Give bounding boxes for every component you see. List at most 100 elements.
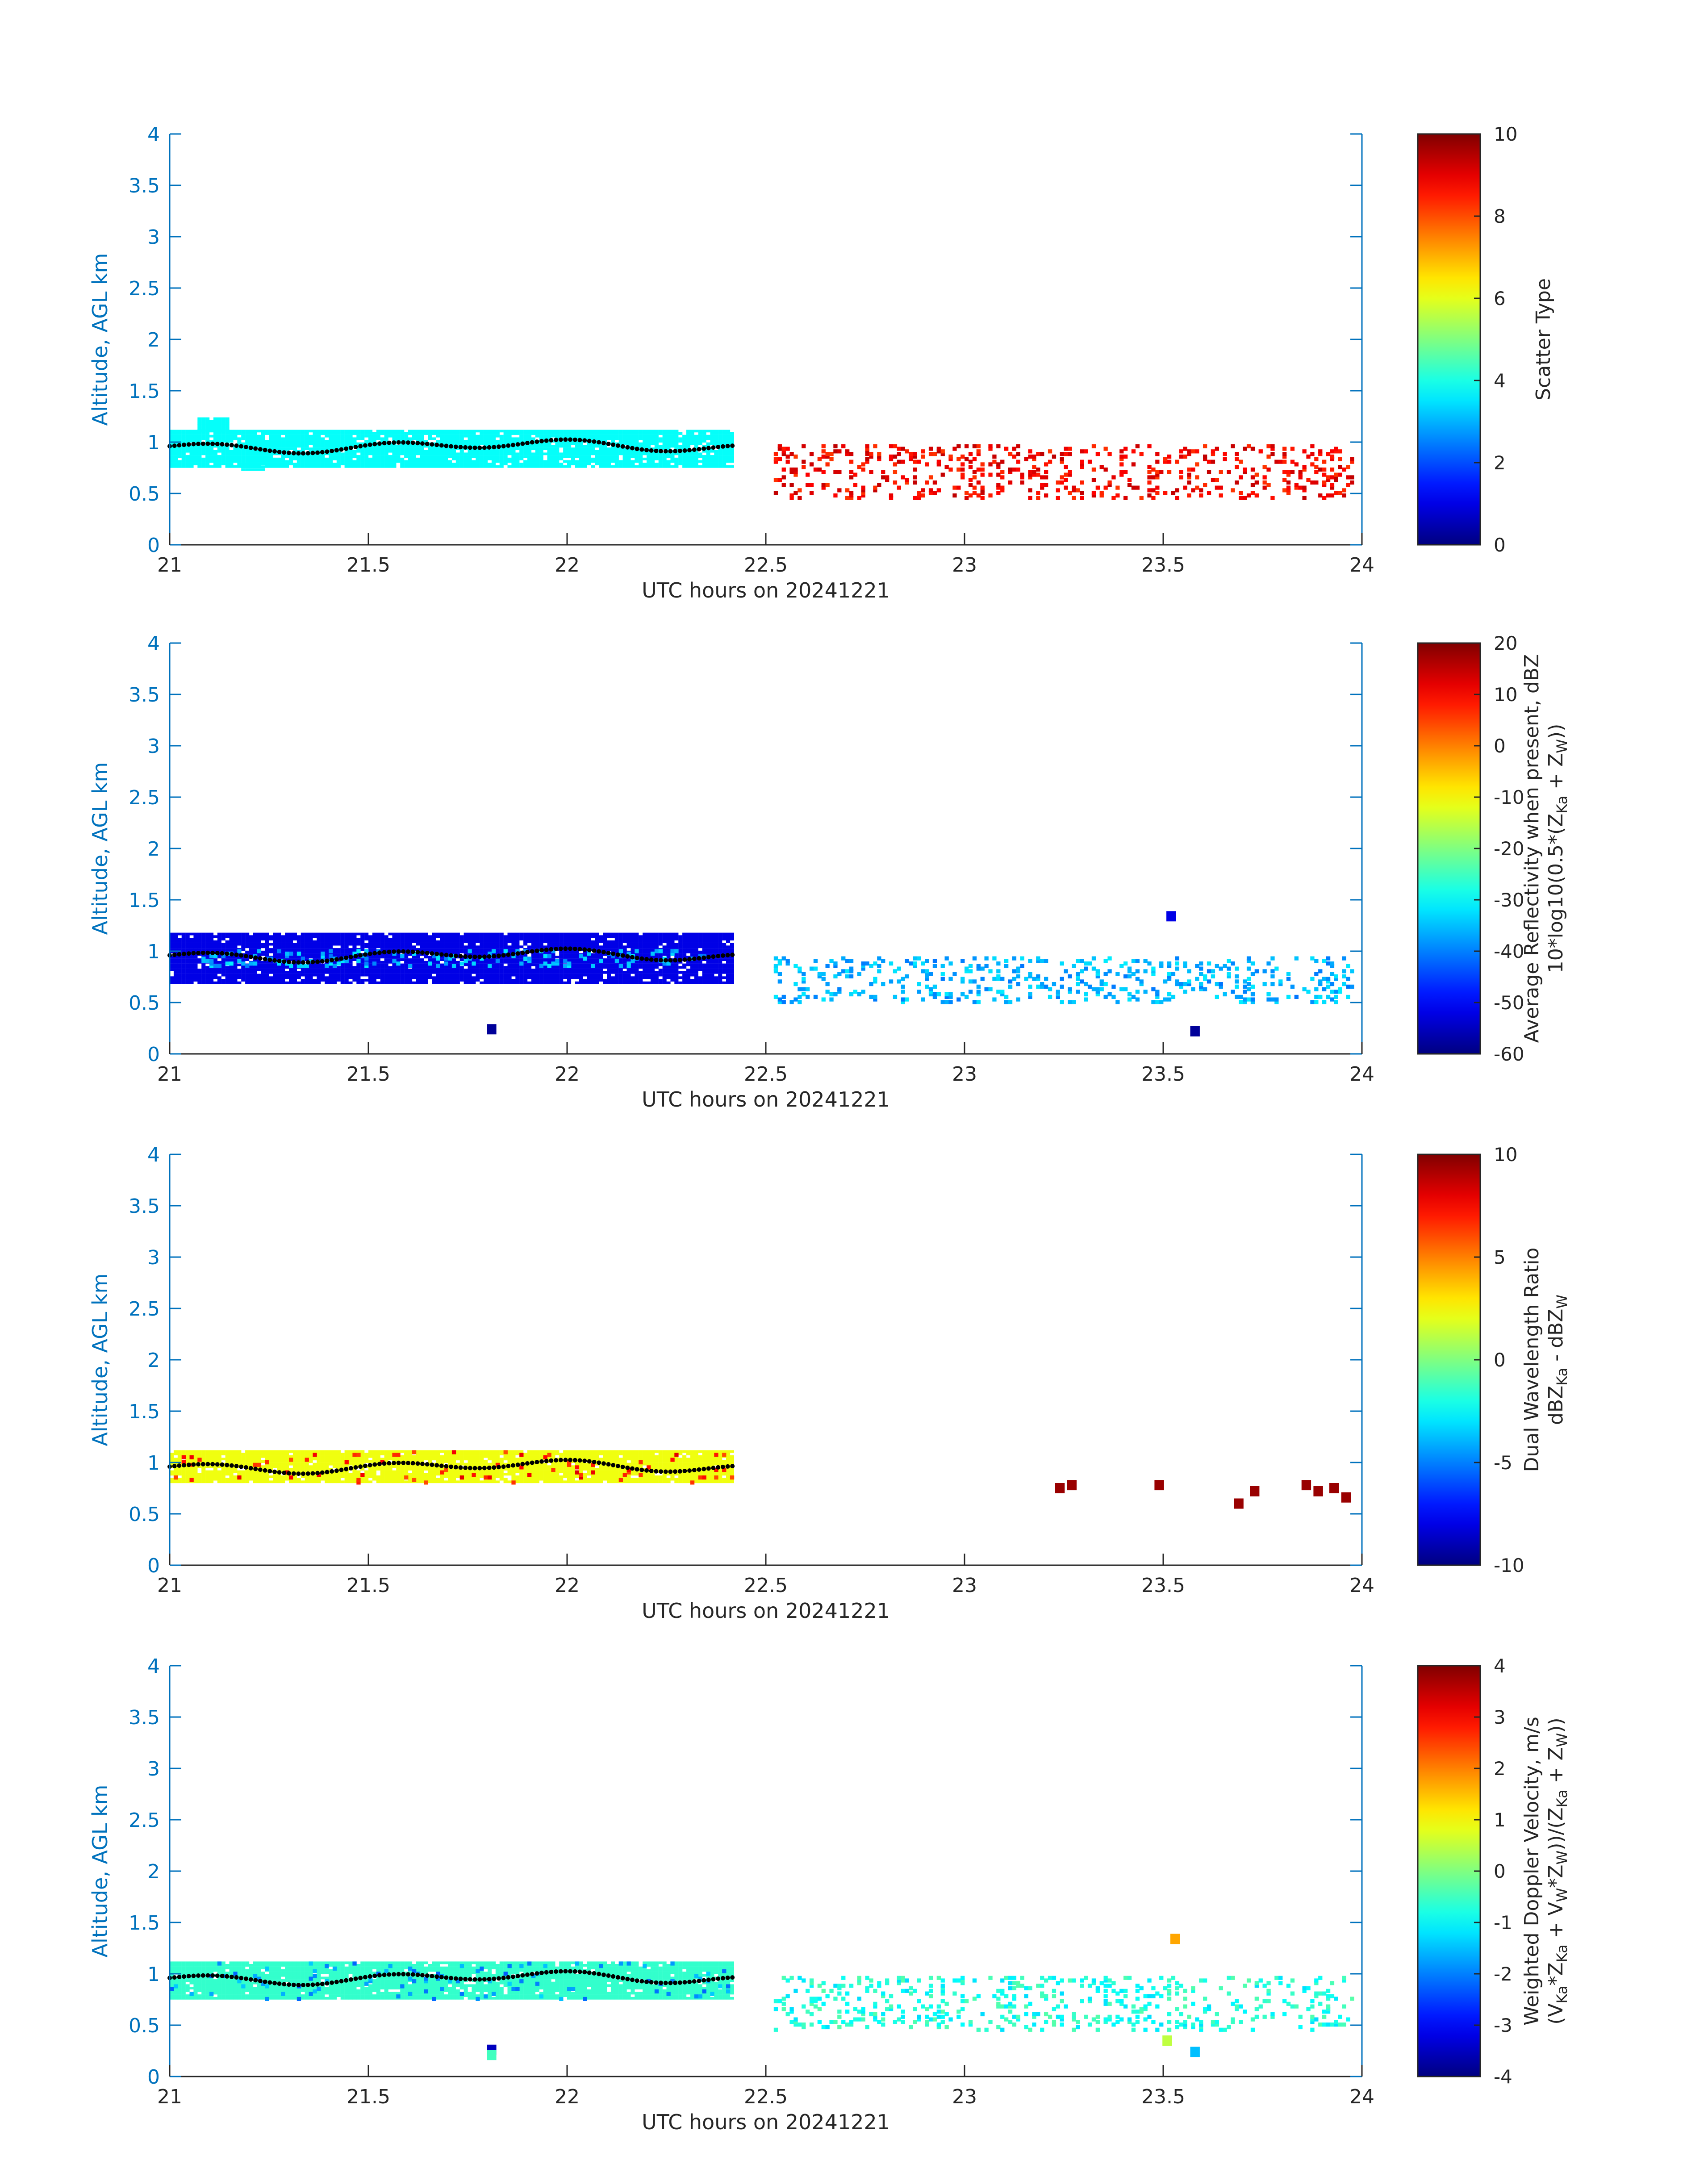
data-cell: [674, 452, 679, 455]
data-cell: [1147, 480, 1152, 485]
data-cell: [614, 974, 619, 977]
data-cell: [249, 953, 254, 956]
data-cell: [181, 981, 186, 984]
data-cell: [567, 950, 572, 953]
data-cell: [424, 966, 428, 969]
data-cell: [253, 435, 257, 438]
data-cell: [654, 457, 659, 460]
data-cell: [289, 935, 293, 938]
data-cell: [686, 432, 691, 435]
data-cell: [1330, 454, 1335, 459]
data-cell: [575, 953, 579, 956]
data-cell: [507, 961, 512, 964]
data-cell: [694, 450, 698, 453]
data-cell: [281, 948, 285, 951]
data-cell: [626, 971, 631, 974]
data-cell: [301, 442, 305, 445]
data-cell: [273, 457, 277, 460]
data-cell: [722, 447, 727, 450]
data-cell: [292, 435, 297, 438]
data-cell: [1330, 493, 1335, 498]
data-cell: [217, 465, 221, 468]
data-cell: [440, 435, 444, 438]
data-cell: [412, 932, 416, 936]
data-cell: [205, 948, 210, 951]
data-cell: [448, 981, 452, 984]
data-cell: [356, 963, 361, 966]
data-cell: [503, 432, 508, 435]
data-cell: [591, 465, 595, 468]
data-cell: [1239, 496, 1243, 500]
data-cell: [392, 455, 397, 458]
data-cell: [261, 943, 265, 946]
data-cell: [273, 435, 277, 438]
data-cell: [1044, 470, 1048, 474]
data-cell: [1111, 475, 1116, 480]
data-cell: [261, 468, 265, 471]
data-cell: [527, 981, 532, 984]
data-cell: [1155, 470, 1160, 474]
data-cell: [535, 963, 539, 966]
data-cell: [499, 447, 504, 450]
data-cell: [185, 956, 190, 959]
data-cell: [639, 465, 643, 468]
data-cell: [643, 938, 647, 940]
data-cell: [662, 430, 667, 433]
data-cell: [400, 958, 405, 961]
data-cell: [459, 440, 464, 443]
data-cell: [455, 465, 460, 468]
data-cell: [451, 432, 456, 435]
data-cell: [380, 976, 384, 979]
data-cell: [340, 976, 345, 979]
data-cell: [448, 976, 452, 979]
data-cell: [821, 454, 826, 459]
data-cell: [1095, 452, 1100, 456]
data-cell: [515, 943, 520, 946]
data-cell: [674, 430, 679, 433]
y-tick-label: 1.5: [129, 380, 160, 403]
data-cell: [837, 470, 842, 474]
data-cell: [706, 442, 710, 445]
data-cell: [1326, 493, 1331, 498]
data-cell: [777, 444, 782, 448]
data-cell: [309, 971, 313, 974]
data-cell: [392, 969, 397, 971]
data-cell: [360, 945, 365, 949]
data-cell: [531, 935, 535, 938]
data-cell: [416, 452, 420, 455]
data-cell: [325, 445, 329, 448]
data-cell: [472, 430, 476, 433]
data-cell: [257, 940, 261, 943]
data-cell: [455, 460, 460, 463]
colorbar-label: Scatter Type: [1532, 278, 1555, 401]
data-cell: [658, 432, 663, 435]
data-cell: [221, 422, 226, 425]
data-cell: [793, 472, 798, 477]
data-cell: [209, 440, 214, 443]
data-cell: [643, 437, 647, 440]
data-cell: [583, 974, 587, 977]
data-cell: [177, 976, 182, 979]
data-cell: [499, 452, 504, 455]
data-cell: [400, 460, 405, 463]
trace-dot: [592, 439, 597, 444]
data-cell: [591, 961, 595, 964]
data-cell: [472, 452, 476, 455]
data-cell: [543, 447, 547, 450]
data-cell: [301, 935, 305, 938]
data-cell: [253, 935, 257, 938]
data-cell: [340, 953, 345, 956]
data-cell: [631, 976, 635, 979]
data-cell: [348, 432, 353, 435]
data-cell: [181, 450, 186, 453]
data-cell: [412, 457, 416, 460]
data-cell: [221, 971, 226, 974]
data-cell: [849, 496, 854, 500]
data-cell: [484, 432, 488, 435]
data-cell: [595, 961, 599, 964]
data-cell: [893, 470, 898, 474]
data-cell: [535, 945, 539, 949]
data-cell: [317, 457, 321, 460]
data-cell: [515, 979, 520, 982]
data-cell: [376, 430, 380, 433]
